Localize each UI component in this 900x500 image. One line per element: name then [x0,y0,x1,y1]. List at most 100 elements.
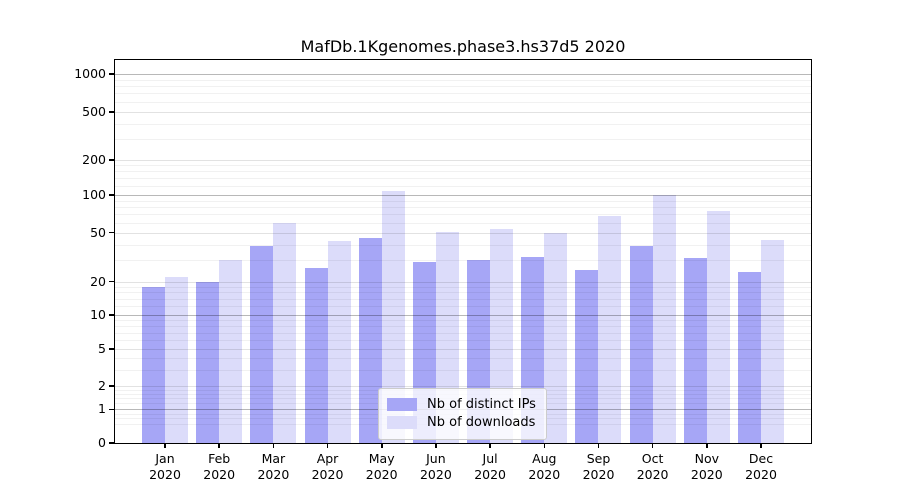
legend-label-downloads: Nb of downloads [427,415,536,430]
gridline-50 [115,232,811,234]
gridline-70 [115,214,811,216]
plot-area: Nb of distinct IPs Nb of downloads [114,59,812,444]
x-label-year: 2020 [149,467,181,483]
x-tick-label-jan: Jan 2020 [135,451,195,484]
y-tick-50 [109,231,114,234]
y-tick-label-10: 10 [90,306,106,322]
bar-downloads-nov [706,210,730,443]
x-tick-jan [164,443,166,448]
y-tick-label-1: 1 [98,401,106,417]
gridline-90 [115,200,811,202]
bar-ips-oct [629,246,653,443]
x-label-month: Dec [748,451,774,466]
x-label-month: Jul [482,451,498,466]
x-label-month: Jan [155,451,175,466]
gridline-14 [115,298,811,300]
gridline-500 [115,111,811,113]
gridline-5 [115,349,811,350]
gridline-120 [115,185,811,187]
legend-entry-distinct-ips: Nb of distinct IPs [387,397,536,412]
x-tick-aug [543,443,545,448]
x-label-year: 2020 [311,467,344,483]
gridline-600 [115,101,811,103]
x-tick-feb [218,443,220,448]
y-tick-20 [109,280,114,283]
bar-downloads-jan [165,276,188,443]
gridline-140 [115,178,811,179]
y-tick-500 [109,111,114,113]
x-tick-label-dec: Dec 2020 [731,451,791,484]
x-label-year: 2020 [474,467,506,483]
bar-ips-dec [738,272,761,443]
y-tick-2 [109,385,114,387]
x-tick-dec [760,443,762,448]
legend-swatch-downloads [387,416,417,429]
gridline-700 [115,93,811,95]
y-tick-label-100: 100 [82,186,106,202]
x-label-month: Nov [694,451,719,466]
x-label-month: Oct [641,451,664,466]
x-tick-label-oct: Oct 2020 [623,451,683,484]
x-tick-apr [326,443,329,448]
grid-layer [115,60,811,443]
x-label-month: Jun [426,451,446,466]
gridline-10 [115,315,811,316]
x-tick-label-nov: Nov 2020 [677,451,737,484]
bar-ips-jan [142,286,165,443]
x-label-year: 2020 [528,467,561,483]
gridline-80 [115,207,811,209]
x-label-month: Aug [532,451,557,466]
x-label-month: Mar [261,451,286,466]
gridline-900 [115,79,811,81]
bar-downloads-feb [219,260,243,443]
x-tick-label-aug: Aug 2020 [514,451,574,484]
legend-label-distinct-ips: Nb of distinct IPs [427,397,536,412]
y-tick-label-2: 2 [98,377,106,393]
legend-swatch-distinct-ips [387,398,417,411]
x-tick-mar [272,443,275,448]
x-label-year: 2020 [582,467,615,483]
gridline-2 [115,386,811,387]
bar-downloads-apr [327,240,351,443]
x-tick-oct [651,443,654,448]
gridline-3 [115,369,811,371]
gridline-8 [115,325,811,327]
y-tick-label-200: 200 [82,151,106,167]
x-label-year: 2020 [203,467,236,483]
x-tick-sep [597,443,600,448]
y-tick-100 [109,194,114,196]
gridline-30 [115,260,811,261]
gridline-400 [115,123,811,125]
gridline-800 [115,86,811,88]
y-tick-label-1000: 1000 [74,65,106,81]
x-tick-label-jun: Jun 2020 [406,451,466,484]
bar-ips-nov [683,258,707,443]
bar-ips-sep [575,269,599,443]
gridline-20 [115,281,811,283]
bar-ips-mar [250,246,274,443]
x-tick-jul [489,443,491,448]
y-tick-label-50: 50 [90,224,106,240]
x-tick-label-apr: Apr 2020 [298,451,358,484]
gridline-180 [115,165,811,167]
x-tick-label-mar: Mar 2020 [243,451,303,484]
x-tick-label-sep: Sep 2020 [569,451,629,484]
gridline-9 [115,320,811,322]
gridline-18 [115,286,811,288]
bar-ips-may [358,238,382,443]
x-tick-jun [435,443,437,448]
bar-ips-apr [304,267,328,443]
y-tick-1 [109,408,114,411]
y-tick-200 [109,159,114,161]
gridline-300 [115,138,811,140]
y-tick-label-20: 20 [90,273,106,289]
gridline-1000 [115,74,811,75]
y-tick-label-5: 5 [98,340,106,356]
gridline-7 [115,332,811,334]
bar-downloads-oct [652,195,676,443]
bar-downloads-sep [598,216,622,443]
bar-downloads-may [381,191,405,443]
bar-downloads-dec [761,239,784,443]
x-label-year: 2020 [636,467,669,483]
